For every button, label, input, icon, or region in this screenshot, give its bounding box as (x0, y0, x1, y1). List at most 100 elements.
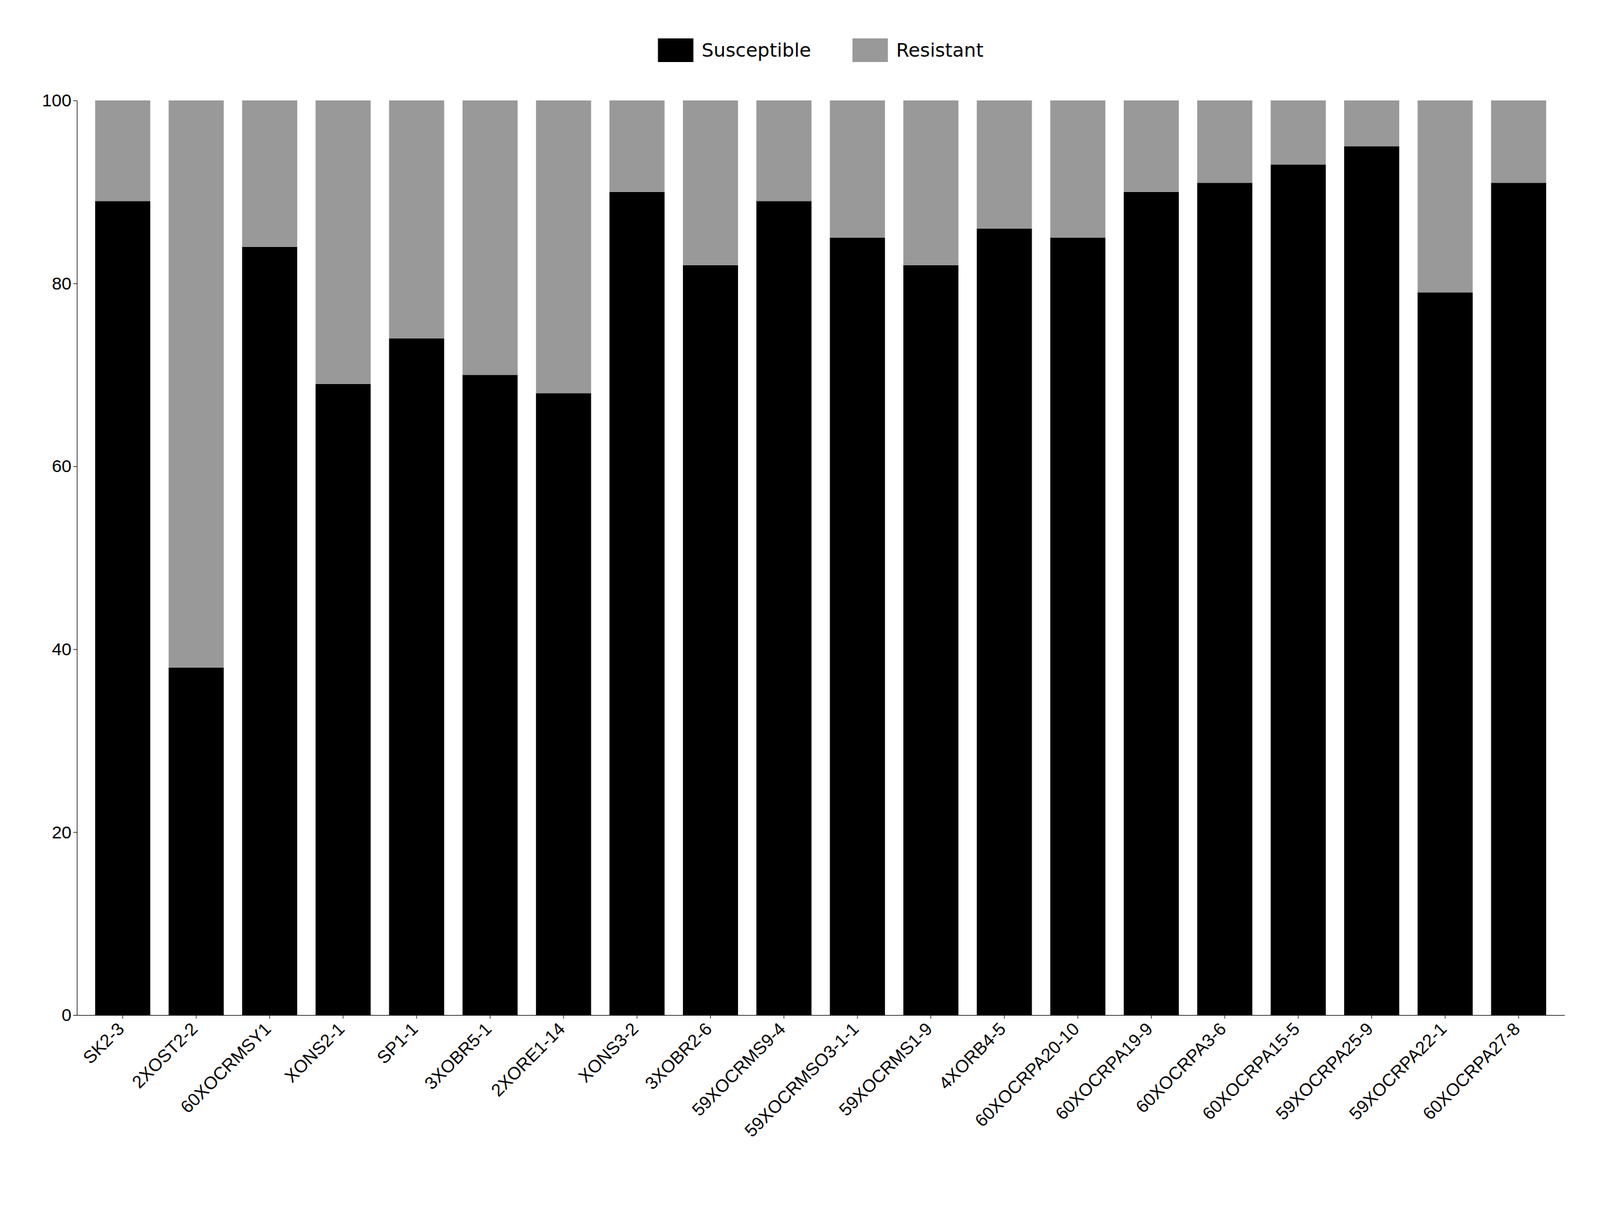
x-axis: SK2-32XOST2-260XOCRMSY1XONS2-1SP1-13XOBR… (77, 1015, 1566, 1141)
tick: 100 (41, 90, 77, 110)
bar-segment (1417, 292, 1473, 1016)
tick-mark (73, 1015, 77, 1016)
plot: SK2-32XOST2-260XOCRMSY1XONS2-1SP1-13XOBR… (41, 90, 1566, 1141)
tick: 60XOCRPA27-8 (1418, 1015, 1524, 1124)
tick-label: XONS2-1 (280, 1018, 349, 1086)
bar-segment (609, 100, 665, 193)
bar-segment (1123, 192, 1179, 1016)
tick-label: 0 (61, 1005, 72, 1025)
bar-segment (903, 265, 959, 1016)
tick-mark (1298, 1015, 1299, 1019)
axis-line (77, 1015, 1566, 1016)
series (95, 145, 1547, 1016)
tick-mark (73, 649, 77, 650)
tick-label: 100 (41, 90, 72, 110)
bar-segment (683, 100, 738, 266)
tick-mark (73, 100, 77, 102)
tick-mark (1150, 1015, 1152, 1019)
legend: Susceptible Resistant (658, 38, 984, 63)
tick-mark (1003, 1015, 1005, 1019)
tick: 59XOCRMS1-9 (834, 1015, 936, 1120)
bar-segment (830, 100, 886, 238)
tick-label: 2XORE1-14 (487, 1018, 569, 1101)
legend-label: Susceptible (701, 38, 812, 62)
tick-label: 20 (51, 822, 72, 842)
tick-mark (122, 1015, 123, 1019)
legend-item: Susceptible (658, 38, 812, 63)
bar-segment (462, 374, 518, 1016)
bar-segment (1344, 100, 1400, 146)
tick: 0 (61, 1005, 77, 1025)
tick-mark (636, 1015, 638, 1019)
tick: 20 (51, 822, 77, 842)
bar-segment (95, 200, 151, 1016)
tick: XONS2-1 (280, 1015, 349, 1086)
tick-label: 3XOBR2-6 (641, 1018, 716, 1094)
tick-mark (1224, 1015, 1225, 1019)
y-axis: 0 20 40 60 80 100 (41, 90, 78, 1025)
bar-segment (1123, 100, 1179, 193)
tick-label: XONS3-2 (574, 1018, 643, 1086)
bar-segment (315, 100, 371, 385)
bar-segment (315, 384, 371, 1016)
tick-mark (342, 1015, 344, 1019)
tick-mark (416, 1015, 418, 1019)
axis-line (73, 101, 78, 1016)
tick: 59XOCRMSO3-1-1 (740, 1015, 863, 1141)
tick-mark (563, 1015, 564, 1019)
bar-segment (1050, 100, 1106, 238)
bar-segment (1197, 182, 1252, 1016)
tick-mark (269, 1015, 271, 1019)
bar-segment (535, 392, 591, 1016)
tick: 40 (51, 639, 77, 659)
tick-label: 80 (51, 273, 72, 294)
bar-segment (1197, 100, 1252, 183)
bar-segment (168, 667, 224, 1016)
legend-item: Resistant (852, 38, 984, 63)
tick-mark (1518, 1015, 1520, 1019)
tick-label: 59XOCRMS1-9 (834, 1018, 936, 1120)
bar-segment (756, 200, 812, 1016)
bar-segment (1270, 164, 1326, 1016)
series (95, 100, 1547, 668)
tick-mark (196, 1015, 197, 1019)
bar-segment (903, 100, 959, 266)
tick: 80 (51, 273, 77, 294)
bar-segment (1491, 182, 1547, 1016)
tick-mark (930, 1015, 932, 1019)
bar-segment (756, 100, 812, 201)
bar-segment (1491, 100, 1547, 183)
bar-segment (976, 228, 1032, 1016)
bar-segment (388, 337, 444, 1016)
tick-mark (73, 831, 77, 833)
bar-segment (976, 100, 1032, 229)
tick-mark (73, 283, 77, 285)
bars (95, 100, 1547, 1016)
bar-segment (830, 237, 886, 1016)
tick-label: 3XOBR5-1 (420, 1018, 496, 1094)
tick: SP1-1 (372, 1015, 422, 1068)
bar-segment (1417, 100, 1473, 293)
bar-segment (1344, 145, 1400, 1016)
tick-label: 60 (51, 456, 72, 476)
tick-label: SK2-3 (79, 1018, 128, 1068)
tick-label: 4XORB4-5 (934, 1018, 1010, 1094)
bar-segment (168, 100, 224, 668)
tick-mark (783, 1015, 785, 1019)
bar-segment (95, 100, 151, 201)
tick-label: 60XOCRPA27-8 (1418, 1018, 1524, 1124)
tick-label: SP1-1 (372, 1018, 422, 1068)
tick-label: 2XOST2-2 (128, 1018, 202, 1092)
chart: SK2-32XOST2-260XOCRMSY1XONS2-1SP1-13XOBR… (0, 0, 1600, 1210)
tick: XONS3-2 (574, 1015, 643, 1086)
bar-segment (388, 100, 444, 338)
tick-mark (710, 1015, 711, 1019)
tick: 3XOBR5-1 (420, 1015, 496, 1094)
bar-segment (535, 100, 591, 393)
legend-label: Resistant (896, 38, 984, 62)
bar-segment (1050, 237, 1106, 1016)
bar-segment (242, 246, 298, 1016)
legend-swatch (852, 38, 889, 63)
tick-mark (1371, 1015, 1372, 1019)
bar-segment (242, 100, 298, 247)
